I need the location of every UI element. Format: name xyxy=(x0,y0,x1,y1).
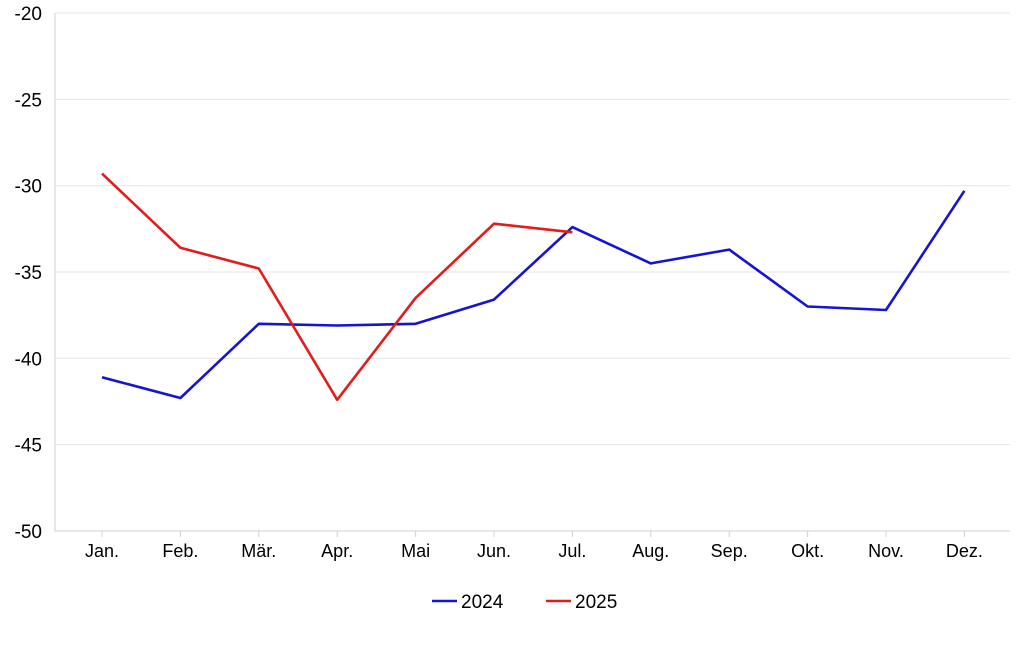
x-tick-label: Apr. xyxy=(321,541,353,561)
y-tick-label: -45 xyxy=(15,436,42,457)
legend: 2024 2025 xyxy=(432,592,617,613)
x-tick-label: Okt. xyxy=(791,541,824,561)
y-tick-label: -35 xyxy=(15,263,42,284)
x-tick-label: Jun. xyxy=(477,541,511,561)
x-tick-label: Nov. xyxy=(868,541,904,561)
series-line-2024 xyxy=(102,191,964,398)
x-tick-label: Aug. xyxy=(632,541,669,561)
x-tick-label: Sep. xyxy=(711,541,748,561)
x-tick-label: Dez. xyxy=(946,541,983,561)
y-tick-label: -50 xyxy=(15,522,42,543)
x-axis: Jan. Feb. Mär. Apr. Mai Jun. Jul. Aug. Sep. Okt. N… xyxy=(85,531,983,561)
legend-label: 2024 xyxy=(461,592,504,613)
y-tick-label: -30 xyxy=(15,177,42,198)
x-tick-label: Mai xyxy=(401,541,430,561)
y-axis: -20 -25 -30 -35 -40 -45 -50 xyxy=(15,4,42,543)
x-tick-label: Jan. xyxy=(85,541,119,561)
y-tick-label: -20 xyxy=(15,4,42,25)
x-tick-label: Mär. xyxy=(241,541,276,561)
legend-label: 2025 xyxy=(575,592,617,613)
x-tick-label: Jul. xyxy=(558,541,586,561)
x-tick-label: Feb. xyxy=(162,541,198,561)
series-line-2025 xyxy=(102,174,572,400)
y-tick-label: -25 xyxy=(15,90,42,111)
y-tick-label: -40 xyxy=(15,349,42,370)
series-layer xyxy=(102,173,965,399)
